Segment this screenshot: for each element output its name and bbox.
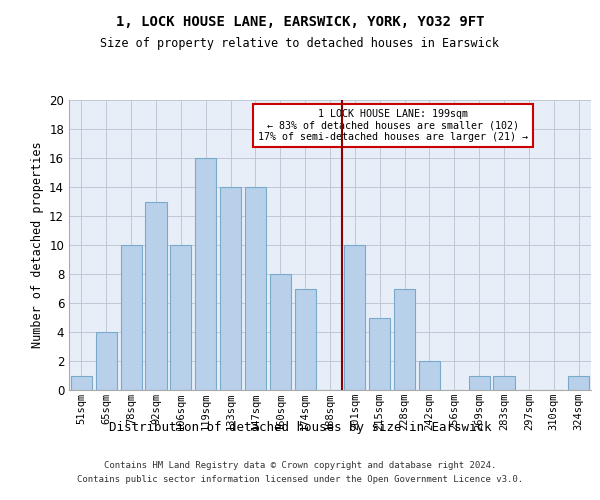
Bar: [369, 318, 390, 390]
Bar: [220, 187, 241, 390]
Bar: [295, 288, 316, 390]
Bar: [145, 202, 167, 390]
Bar: [71, 376, 92, 390]
Bar: [245, 187, 266, 390]
Text: 1, LOCK HOUSE LANE, EARSWICK, YORK, YO32 9FT: 1, LOCK HOUSE LANE, EARSWICK, YORK, YO32…: [116, 15, 484, 29]
Text: Size of property relative to detached houses in Earswick: Size of property relative to detached ho…: [101, 38, 499, 51]
Text: Distribution of detached houses by size in Earswick: Distribution of detached houses by size …: [109, 421, 491, 434]
Bar: [96, 332, 117, 390]
Bar: [195, 158, 216, 390]
Bar: [419, 361, 440, 390]
Bar: [493, 376, 515, 390]
Text: Contains public sector information licensed under the Open Government Licence v3: Contains public sector information licen…: [77, 476, 523, 484]
Y-axis label: Number of detached properties: Number of detached properties: [31, 142, 44, 348]
Bar: [469, 376, 490, 390]
Text: 1 LOCK HOUSE LANE: 199sqm
← 83% of detached houses are smaller (102)
17% of semi: 1 LOCK HOUSE LANE: 199sqm ← 83% of detac…: [257, 108, 527, 142]
Bar: [344, 245, 365, 390]
Bar: [270, 274, 291, 390]
Bar: [568, 376, 589, 390]
Bar: [394, 288, 415, 390]
Text: Contains HM Land Registry data © Crown copyright and database right 2024.: Contains HM Land Registry data © Crown c…: [104, 460, 496, 469]
Bar: [170, 245, 191, 390]
Bar: [121, 245, 142, 390]
